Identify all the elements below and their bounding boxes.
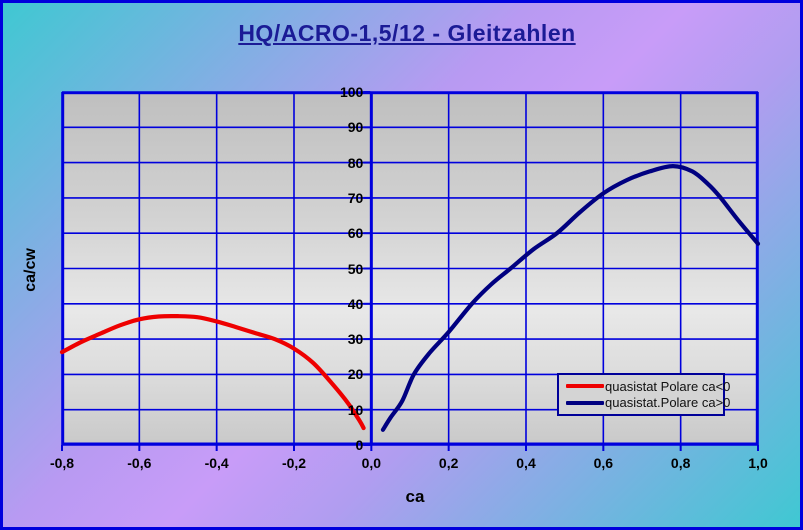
- x-tick-label: -0,4: [204, 455, 229, 471]
- x-axis-title: ca: [405, 487, 425, 506]
- y-tick-label: 70: [347, 189, 364, 206]
- x-tick-label: -0,2: [281, 455, 307, 471]
- legend-line-positive-polar: [566, 400, 604, 405]
- x-tick-label: 0,2: [438, 455, 459, 471]
- x-tick-label: 0,4: [516, 455, 536, 471]
- chart-title: HQ/ACRO-1,5/12 - Gleitzahlen: [238, 20, 576, 46]
- x-tick-label: 0,8: [670, 455, 691, 471]
- y-tick-label: 30: [347, 331, 364, 348]
- x-tick-label: 0,6: [593, 455, 614, 471]
- legend-label: quasistat Polare ca<0: [605, 378, 731, 394]
- y-tick-label: 10: [347, 401, 364, 418]
- legend: quasistat Polare ca<0 quasistat.Polare c…: [557, 373, 730, 416]
- y-tick-label: 50: [347, 260, 364, 277]
- legend-item: quasistat.Polare ca>0: [566, 395, 730, 411]
- y-tick-label: 40: [347, 295, 364, 312]
- x-tick-label: 1,0: [748, 455, 768, 471]
- y-tick-label: 0: [355, 437, 364, 453]
- y-tick-label: 20: [347, 366, 364, 383]
- x-tick-label: -0,8: [49, 455, 75, 471]
- legend-line-negative-polar: [566, 384, 604, 389]
- legend-label: quasistat.Polare ca>0: [605, 395, 731, 411]
- y-tick-label: 60: [347, 225, 364, 242]
- x-tick-label: 0,0: [361, 455, 382, 471]
- y-tick-label: 90: [347, 119, 364, 136]
- y-axis-title: ca/cw: [22, 248, 39, 292]
- legend-item: quasistat Polare ca<0: [566, 378, 730, 394]
- y-tick-label: 80: [347, 154, 364, 171]
- series-line-positive: [380, 164, 761, 432]
- x-tick-label: -0,6: [127, 455, 152, 471]
- y-tick-label: 100: [339, 84, 364, 100]
- series-line-negative: [59, 313, 366, 431]
